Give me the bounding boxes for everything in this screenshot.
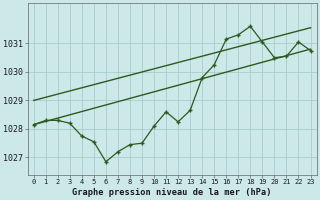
X-axis label: Graphe pression niveau de la mer (hPa): Graphe pression niveau de la mer (hPa) xyxy=(72,188,272,197)
